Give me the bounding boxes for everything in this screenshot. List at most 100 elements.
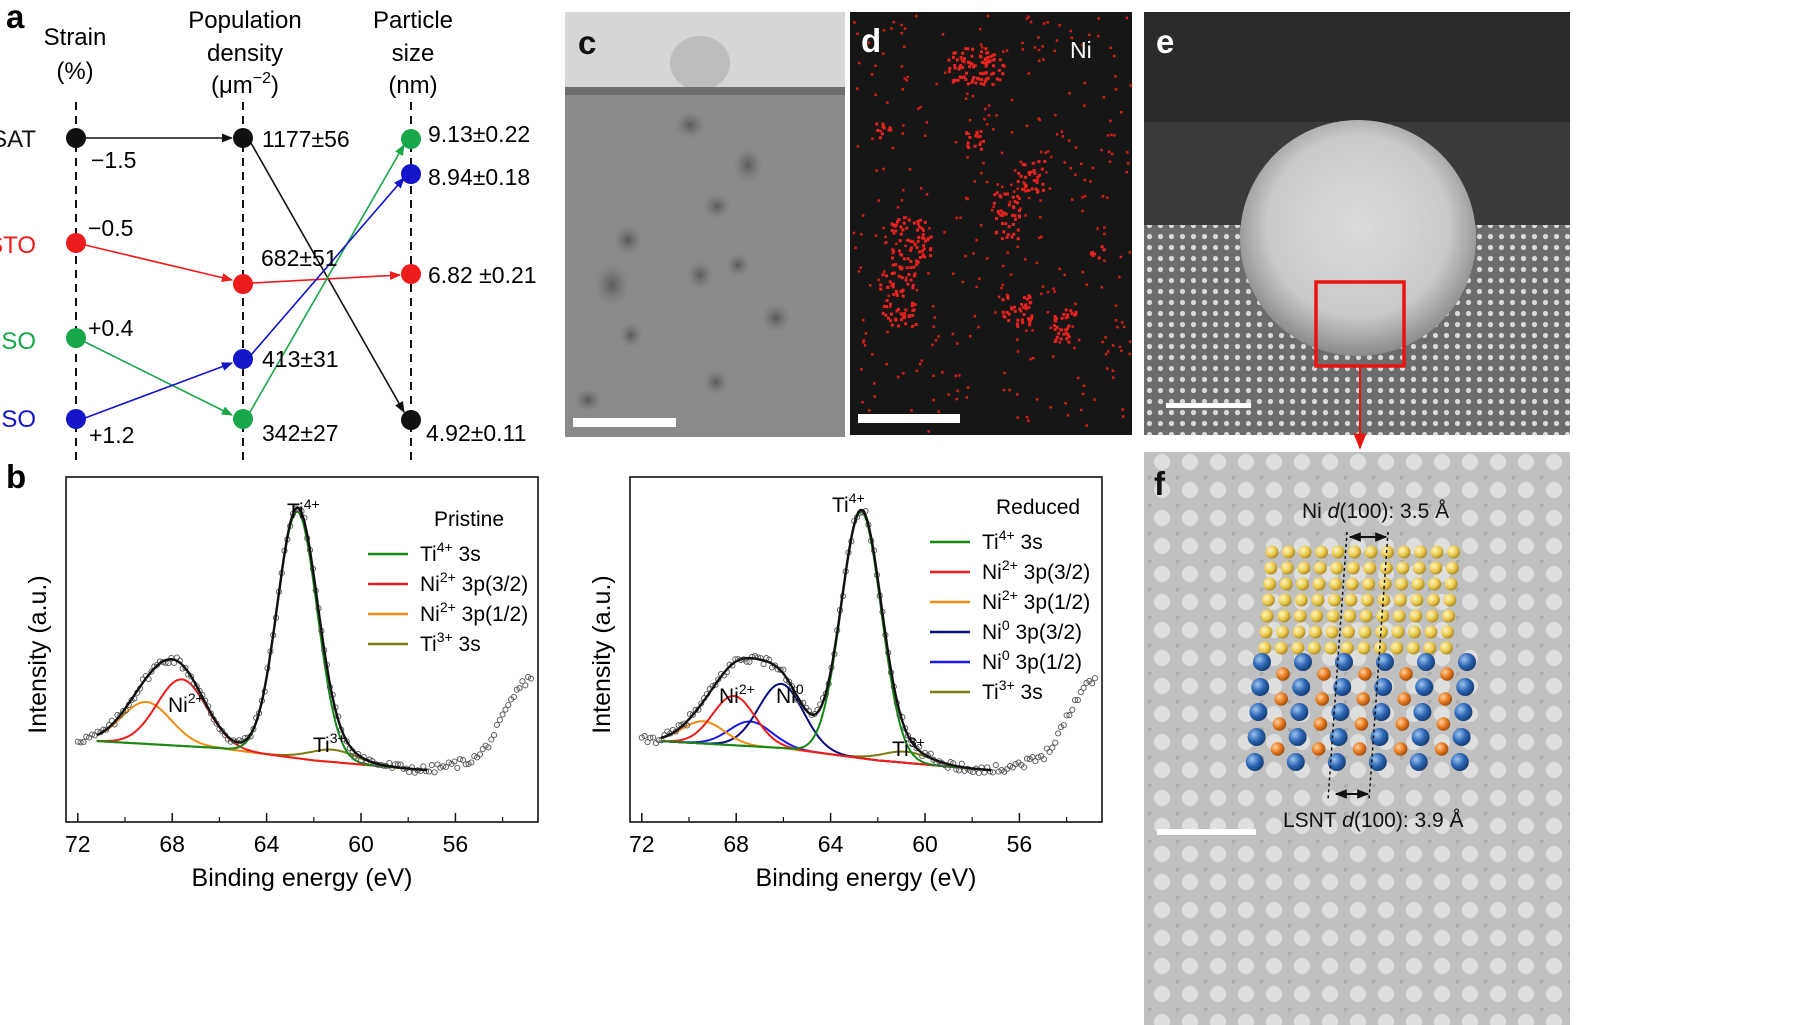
ni-signal-dot xyxy=(862,339,866,342)
peak-label-ni2: Ni2+ xyxy=(168,690,204,717)
ni-spacing-label: Ni d(100): 3.5 Å xyxy=(1302,500,1449,523)
ni-signal-dot xyxy=(1027,196,1031,200)
scale-bar-e xyxy=(1166,403,1251,408)
b-site-atom xyxy=(1315,692,1329,706)
ni-signal-dot xyxy=(879,287,883,291)
ni-signal-dot xyxy=(957,67,961,71)
ni-signal-dot xyxy=(983,71,987,75)
a-site-atom xyxy=(1327,753,1346,771)
ni-signal-dot xyxy=(901,132,904,135)
ni-signal-dot xyxy=(1055,39,1059,42)
ni-signal-dot xyxy=(1016,245,1019,249)
ni-signal-dot xyxy=(1049,406,1052,409)
ni-signal-dot xyxy=(1016,350,1020,353)
xps-plot-pristine: 72 68 64 60 56 Binding energy (eV) Intensity (… xyxy=(24,476,539,892)
ni-signal-dot xyxy=(918,362,922,366)
ni-signal-dot xyxy=(951,332,955,336)
ni-signal-dot xyxy=(1006,233,1010,237)
data-point xyxy=(1032,757,1039,765)
ni-signal-dot xyxy=(1027,317,1030,321)
data-point xyxy=(462,761,469,768)
ni-signal-dot xyxy=(896,324,900,328)
ni-signal-dot xyxy=(1054,338,1058,342)
ni-signal-dot xyxy=(1033,46,1037,49)
ni-signal-dot xyxy=(1091,166,1095,170)
ni-signal-dot xyxy=(912,274,916,278)
ni-signal-dot xyxy=(925,193,929,196)
ni-signal-dot xyxy=(982,161,985,165)
ni-atom xyxy=(1409,609,1423,623)
ni-signal-dot xyxy=(1067,340,1071,344)
peak-label-ni2: Ni2+ xyxy=(719,681,755,708)
ni-signal-dot xyxy=(947,70,951,73)
ni-signal-dot xyxy=(891,248,895,252)
ni-signal-dot xyxy=(920,226,924,230)
a-site-atom xyxy=(1333,678,1352,696)
ni-signal-dot xyxy=(961,58,964,62)
ni-atom xyxy=(1340,641,1354,655)
data-point xyxy=(434,761,441,768)
ni-signal-dot xyxy=(1005,49,1009,52)
ni-signal-dot xyxy=(1089,180,1092,183)
ni-signal-dot xyxy=(928,227,931,230)
ni-signal-dot xyxy=(1045,171,1048,174)
data-point xyxy=(457,756,464,763)
a-site-atom xyxy=(1329,728,1348,746)
ni-signal-dot xyxy=(991,82,995,86)
ni-signal-dot xyxy=(1071,325,1074,328)
data-point xyxy=(644,739,651,746)
ni-signal-dot xyxy=(1101,340,1104,344)
ni-signal-dot xyxy=(891,282,895,286)
ni-signal-dot xyxy=(1104,336,1107,339)
ni-signal-dot xyxy=(1053,49,1057,53)
ni-signal-dot xyxy=(867,41,871,45)
ni-signal-dot xyxy=(1064,316,1068,320)
ni-signal-dot xyxy=(1083,81,1086,85)
ni-signal-dot xyxy=(885,305,889,309)
tem-image-c-interface xyxy=(565,87,845,95)
data-point xyxy=(995,768,1002,775)
substrate-label-sto: STO xyxy=(0,232,36,259)
ni-signal-dot xyxy=(1066,313,1070,317)
ni-signal-dot xyxy=(902,188,905,192)
ni-signal-dot xyxy=(1063,273,1066,277)
ni-signal-dot xyxy=(919,105,922,109)
ni-signal-dot xyxy=(966,386,970,389)
ni-signal-dot xyxy=(1070,311,1074,315)
ni-signal-dot xyxy=(1008,388,1011,392)
ni-signal-dot xyxy=(987,14,990,18)
peak-label-ti3: Ti3+ xyxy=(892,734,925,761)
ni-signal-dot xyxy=(881,311,885,315)
ni-atom xyxy=(1423,641,1437,655)
ni-signal-dot xyxy=(881,273,885,277)
ni-signal-dot xyxy=(962,75,966,79)
substrate-label-dso: DSO xyxy=(0,328,36,355)
x-axis-label: Binding energy (eV) xyxy=(756,864,977,892)
ni-signal-dot xyxy=(1019,207,1022,210)
ni-signal-dot xyxy=(1025,17,1029,20)
ni-signal-dot xyxy=(919,218,922,222)
ni-signal-dot xyxy=(870,73,874,76)
data-point xyxy=(425,768,433,775)
ni-signal-dot xyxy=(1042,58,1045,61)
ni-signal-dot xyxy=(871,137,874,140)
data-point xyxy=(689,711,696,718)
ni-signal-dot xyxy=(941,33,945,36)
ni-atom xyxy=(1428,577,1442,591)
ni-signal-dot xyxy=(1058,341,1061,344)
ni-signal-dot xyxy=(882,126,886,130)
ni-signal-dot xyxy=(1017,197,1021,200)
peak-label-ni0: Ni0 xyxy=(776,681,804,708)
ni-signal-dot xyxy=(896,220,900,224)
ni-signal-dot xyxy=(1053,324,1056,328)
ni-signal-dot xyxy=(860,368,863,371)
ni-signal-dot xyxy=(1027,419,1030,422)
ni-signal-dot xyxy=(859,266,862,269)
ni-signal-dot xyxy=(1035,398,1039,401)
ni-signal-dot xyxy=(958,374,961,377)
ni-signal-dot xyxy=(886,316,890,320)
data-point xyxy=(1055,730,1062,737)
ni-signal-dot xyxy=(1027,189,1031,192)
ni-signal-dot xyxy=(1013,200,1017,204)
data-point xyxy=(423,768,430,775)
